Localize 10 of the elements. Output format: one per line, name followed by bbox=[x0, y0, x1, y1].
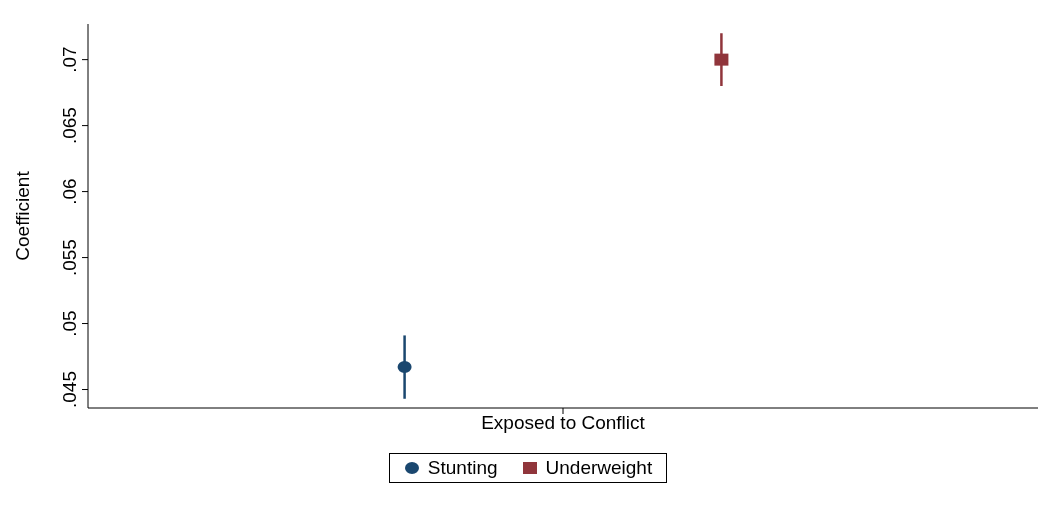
y-tick-label: .07 bbox=[59, 46, 80, 73]
y-axis-title: Coefficient bbox=[11, 170, 33, 261]
y-tick-label: .06 bbox=[59, 178, 80, 205]
legend-label: Stunting bbox=[427, 457, 498, 479]
x-tick-label: Exposed to Conflict bbox=[481, 412, 646, 434]
y-tick-label: .05 bbox=[59, 310, 80, 337]
y-tick-label: .065 bbox=[59, 107, 80, 145]
legend-label: Underweight bbox=[545, 457, 653, 479]
y-tick-label: .045 bbox=[59, 371, 80, 409]
y-tick-label: .055 bbox=[59, 239, 80, 277]
